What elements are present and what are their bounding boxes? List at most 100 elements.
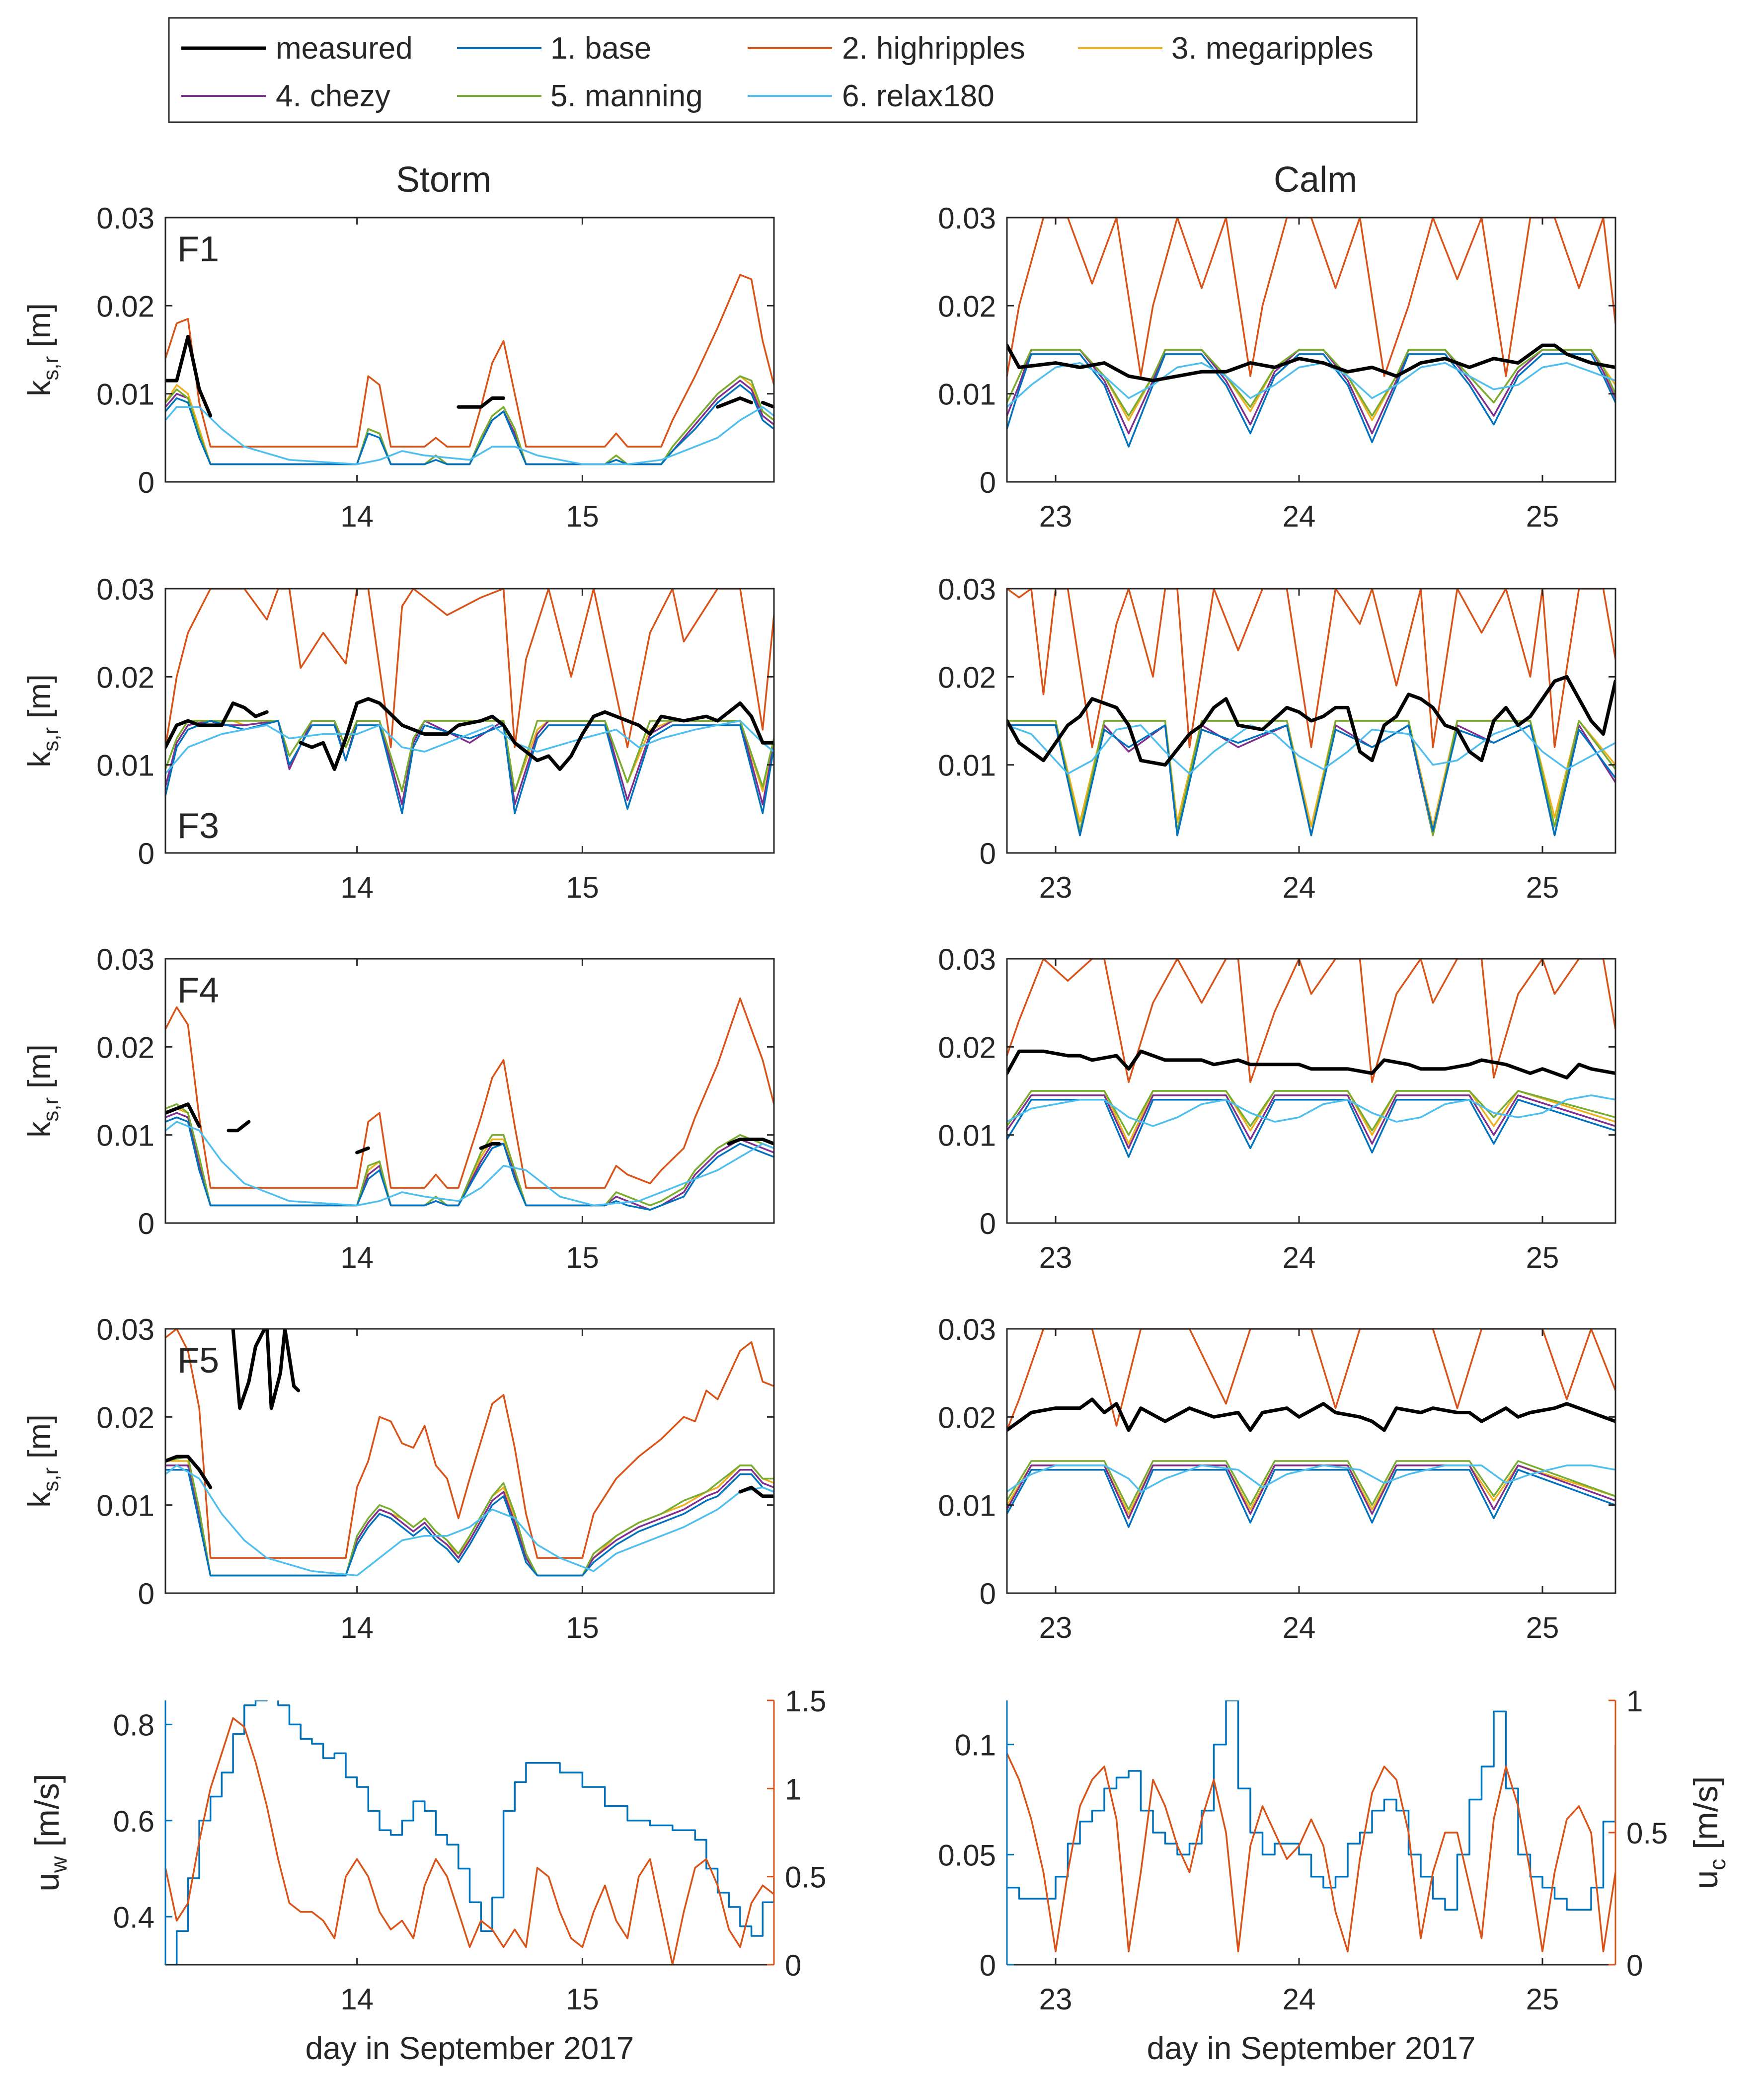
- y-tick-label: 0: [138, 1577, 154, 1611]
- series-group: [1007, 959, 1615, 1158]
- x-tick-label: 14: [340, 500, 374, 533]
- series-group: [165, 274, 774, 465]
- x-tick-label: 25: [1526, 500, 1559, 533]
- series-line-5-manning: [1007, 720, 1615, 837]
- series-group: [165, 1329, 774, 1577]
- x-tick-label: 14: [340, 1611, 374, 1644]
- legend-label-chezy: 4. chezy: [276, 79, 390, 113]
- y-tick-label-left: 0.6: [113, 1805, 154, 1838]
- series-line-6-relax180: [1007, 1464, 1615, 1493]
- y-tick-label: 0.03: [938, 202, 996, 235]
- axes-frame: [164, 958, 775, 1224]
- series-line-6-relax180: [1007, 362, 1615, 408]
- y-tick-label: 0.02: [96, 1401, 154, 1434]
- x-tick-label: 23: [1039, 500, 1073, 533]
- y-tick-label-right: 0: [785, 1949, 801, 1982]
- series-line-6-relax180: [165, 1121, 774, 1207]
- series-line-1-base: [165, 1468, 774, 1577]
- panel-f4-calm: 0 0.01 0.02 0.03 23 24 25: [938, 943, 1616, 1274]
- x-tick-label: 15: [566, 1983, 599, 2016]
- plot-area: 0 0.01 0.02 0.03 14 15 F1 ks,r [m] 0 0.01 0.02 0.03…: [21, 202, 1730, 2066]
- panel-f1-calm: 0 0.01 0.02 0.03 23 24 25: [938, 202, 1616, 533]
- series-group: [165, 998, 774, 1211]
- series-line-6-relax180: [165, 406, 774, 465]
- x-tick-label: 23: [1039, 1983, 1073, 2016]
- y-tick-label: 0: [980, 837, 996, 870]
- series-line-u-c: [165, 1717, 774, 1965]
- series-line-measured: [165, 334, 774, 418]
- y-tick-label: 0.01: [938, 1119, 996, 1153]
- series-line-5-manning: [1007, 1460, 1615, 1511]
- series-line-1-base: [1007, 353, 1615, 448]
- panel-f5-calm: 0 0.01 0.02 0.03 23 24 25: [938, 1313, 1616, 1644]
- series-line-2-highripples: [1007, 218, 1615, 377]
- axes-frame: [164, 588, 775, 854]
- series-line-measured: [1007, 675, 1615, 767]
- series-line-5-manning: [165, 1456, 774, 1577]
- series-line-2-highripples: [1007, 959, 1615, 1083]
- series-line-2-highripples: [165, 998, 774, 1189]
- legend-label-base: 1. base: [550, 31, 651, 66]
- series-group: [1007, 589, 1615, 837]
- y-tick-label: 0: [980, 1577, 996, 1611]
- column-title-calm: Calm: [1274, 160, 1357, 200]
- x-axis-label: day in September 2017: [1147, 2030, 1476, 2066]
- y-tick-label: 0.01: [96, 1489, 154, 1523]
- panel-f1-storm: 0 0.01 0.02 0.03 14 15 F1 ks,r [m]: [21, 202, 775, 533]
- x-tick-label: 15: [566, 500, 599, 533]
- series-line-4-chezy: [1007, 1094, 1615, 1150]
- series-line-2-highripples: [165, 1329, 774, 1559]
- series-line-measured: [1007, 343, 1615, 383]
- panel-f3-calm: 0 0.01 0.02 0.03 23 24 25: [938, 573, 1616, 904]
- panel-f3-storm: 0 0.01 0.02 0.03 14 15 F3 ks,r [m]: [21, 573, 775, 904]
- x-tick-label: 15: [566, 1241, 599, 1274]
- y-tick-label: 0: [138, 1207, 154, 1240]
- x-tick-label: 24: [1283, 500, 1316, 533]
- station-label: F4: [177, 971, 219, 1010]
- panel-f4-storm: 0 0.01 0.02 0.03 14 15 F4 ks,r [m]: [21, 943, 775, 1274]
- x-tick-label: 24: [1283, 871, 1316, 904]
- series-line-5-manning: [165, 720, 774, 792]
- y-tick-label-right: 0.5: [1626, 1817, 1668, 1850]
- y-tick-label: 0.03: [938, 1313, 996, 1346]
- series-line-u-w: [165, 1700, 774, 1965]
- x-tick-label: 25: [1526, 1241, 1559, 1274]
- x-tick-label: 23: [1039, 1241, 1073, 1274]
- series-line-measured: [1007, 1049, 1615, 1079]
- y-tick-label: 0.02: [96, 290, 154, 323]
- panel-f5-storm: 0 0.01 0.02 0.03 14 15 F5 ks,r [m]: [21, 1313, 775, 1644]
- series-group: [1007, 1329, 1615, 1528]
- series-line-6-relax180: [1007, 1094, 1615, 1127]
- y-tick-label-right: 0.5: [785, 1861, 826, 1894]
- y-axis-label: ks,r [m]: [21, 674, 63, 768]
- series-line-1-base: [165, 1116, 774, 1211]
- y-tick-label: 0.03: [96, 573, 154, 606]
- series-line-5-manning: [1007, 349, 1615, 417]
- legend-label-measured: measured: [276, 31, 413, 66]
- x-tick-label: 14: [340, 871, 374, 904]
- x-tick-label: 24: [1283, 1611, 1316, 1644]
- series-line-1-base: [1007, 1098, 1615, 1158]
- series-line-u-w: [1007, 1700, 1615, 1911]
- y-tick-label: 0.03: [96, 202, 154, 235]
- axes-frame: [1006, 958, 1616, 1224]
- y-tick-label: 0.03: [938, 573, 996, 606]
- series-line-u-c: [1007, 1753, 1615, 1953]
- y-tick-label-left: 0: [980, 1949, 996, 1982]
- y-tick-label: 0.02: [938, 661, 996, 694]
- legend-label-manning: 5. manning: [550, 79, 703, 113]
- station-label: F5: [177, 1341, 219, 1381]
- y-tick-label-left: 0.8: [113, 1708, 154, 1742]
- y-tick-label: 0: [980, 1207, 996, 1240]
- y-tick-label-right: 1: [1626, 1685, 1643, 1718]
- axes-frame: [1006, 217, 1616, 483]
- series-line-2-highripples: [1007, 589, 1615, 748]
- y-tick-label: 0.01: [938, 378, 996, 411]
- legend-label-megaripples: 3. megaripples: [1171, 31, 1374, 66]
- series-line-6-relax180: [165, 1464, 774, 1577]
- y-tick-label: 0.03: [938, 943, 996, 976]
- station-label: F1: [177, 230, 219, 269]
- series-group: [165, 1700, 774, 1965]
- series-line-3-megaripples: [165, 720, 774, 792]
